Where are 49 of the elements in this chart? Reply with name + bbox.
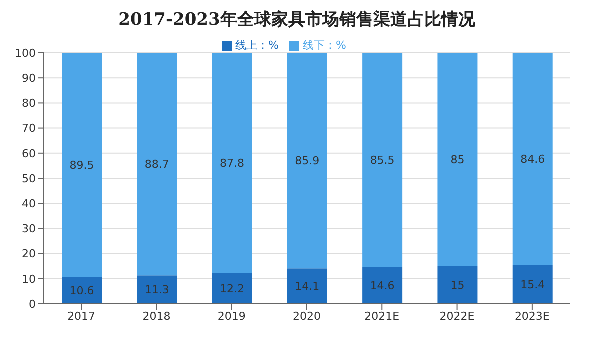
data-label: 11.3 [144, 284, 170, 297]
bar [287, 268, 328, 304]
bar [212, 53, 252, 274]
bar [512, 265, 553, 304]
bar [137, 53, 178, 276]
y-tick-label: 80 [22, 97, 36, 110]
x-tick-label: 2021E [364, 310, 400, 323]
y-tick-label: 0 [29, 298, 36, 311]
x-tick-label: 2017 [68, 310, 96, 323]
y-tick-label: 40 [22, 198, 36, 211]
chart-title: 2017-2023年全球家具市场销售渠道占比情况 [118, 9, 476, 32]
x-tick-label: 2023E [514, 310, 550, 323]
y-tick-label: 10 [22, 272, 36, 286]
data-label: 84.6 [520, 153, 546, 166]
bar [362, 267, 403, 304]
data-label: 87.8 [220, 157, 245, 170]
data-label: 14.6 [370, 280, 395, 293]
data-label: 14.1 [295, 280, 320, 294]
x-tick-label: 2019 [218, 310, 246, 323]
bar [512, 53, 553, 266]
bar [137, 276, 178, 304]
y-tick-label: 90 [22, 72, 36, 86]
legend-label: 线上：% [236, 39, 279, 52]
data-label: 85.5 [370, 154, 395, 168]
y-tick-label: 30 [22, 222, 36, 236]
data-label: 85 [450, 154, 465, 167]
data-label: 15.4 [520, 278, 546, 292]
legend-label: 线下：% [303, 39, 346, 52]
data-label: 89.5 [70, 159, 94, 172]
bar [438, 53, 478, 266]
data-label: 88.7 [144, 158, 170, 172]
bar [62, 53, 102, 278]
bar [62, 277, 102, 304]
x-tick-label: 2022E [440, 310, 475, 323]
bar [438, 266, 478, 304]
y-tick-label: 100 [15, 46, 36, 60]
data-label: 85.9 [295, 154, 320, 168]
y-tick-label: 50 [22, 172, 36, 186]
data-label: 10.6 [70, 284, 94, 298]
y-tick-label: 60 [22, 147, 36, 160]
y-tick-label: 20 [22, 248, 36, 261]
data-label: 12.2 [220, 282, 245, 296]
y-tick-label: 70 [22, 122, 36, 136]
data-label: 15 [450, 279, 465, 292]
x-tick-label: 2020 [293, 310, 321, 323]
x-tick-label: 2018 [142, 310, 171, 323]
bar [287, 53, 328, 269]
bar [362, 53, 403, 268]
bar [212, 273, 252, 304]
